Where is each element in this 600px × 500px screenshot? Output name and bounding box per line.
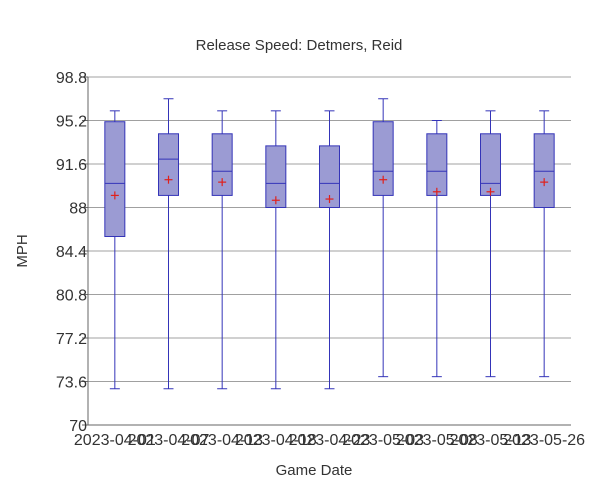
iqr-box	[480, 133, 501, 196]
chart-title: Release Speed: Detmers, Reid	[196, 37, 403, 54]
x-axis-label: Game Date	[276, 462, 353, 479]
x-tick-label: 2023-05-13	[450, 432, 532, 449]
y-tick-label: 91.6	[56, 157, 87, 174]
y-tick-labels: 70 73.6 77.2 80.8 84.4 88 91.6 95.2 98.8	[56, 70, 87, 435]
iqr-box	[372, 121, 394, 196]
x-tick-label: 2023-05-26	[503, 432, 585, 449]
y-tick-label: 98.8	[56, 70, 87, 87]
axes	[82, 76, 571, 426]
x-tick-label: 2023-04-23	[289, 432, 371, 449]
y-tick-label: 84.4	[56, 244, 87, 261]
iqr-box	[265, 145, 287, 208]
iqr-box	[319, 145, 340, 208]
iqr-box	[158, 133, 179, 196]
iqr-box	[426, 133, 448, 196]
y-tick-label: 95.2	[56, 114, 87, 131]
y-tick-label: 70	[69, 418, 87, 435]
x-tick-label: 2023-04-13	[181, 432, 263, 449]
box-group	[480, 110, 501, 378]
x-tick-label: 2023-04-01	[74, 432, 156, 449]
box-group	[372, 98, 394, 378]
x-tick-labels: 2023-04-012023-04-072023-04-132023-04-18…	[74, 432, 585, 449]
y-tick-label: 73.6	[56, 375, 87, 392]
iqr-box	[104, 121, 126, 237]
x-tick-label: 2023-04-18	[235, 432, 317, 449]
box-group	[104, 110, 126, 390]
box-group	[211, 110, 233, 390]
x-tick-label: 2023-05-08	[396, 432, 478, 449]
x-tick-label: 2023-04-07	[128, 432, 210, 449]
box-group	[426, 120, 448, 378]
y-tick-label: 88	[69, 201, 87, 218]
box-series	[104, 98, 555, 390]
y-tick-label: 77.2	[56, 331, 87, 348]
y-tick-label: 80.8	[56, 288, 87, 305]
box-group	[265, 110, 287, 390]
y-axis-label: MPH	[14, 234, 31, 267]
iqr-box	[533, 133, 555, 209]
box-group	[158, 98, 179, 390]
iqr-box	[211, 133, 233, 196]
box-group	[533, 110, 555, 378]
box-group	[319, 110, 340, 390]
x-tick-label: 2023-05-03	[342, 432, 424, 449]
